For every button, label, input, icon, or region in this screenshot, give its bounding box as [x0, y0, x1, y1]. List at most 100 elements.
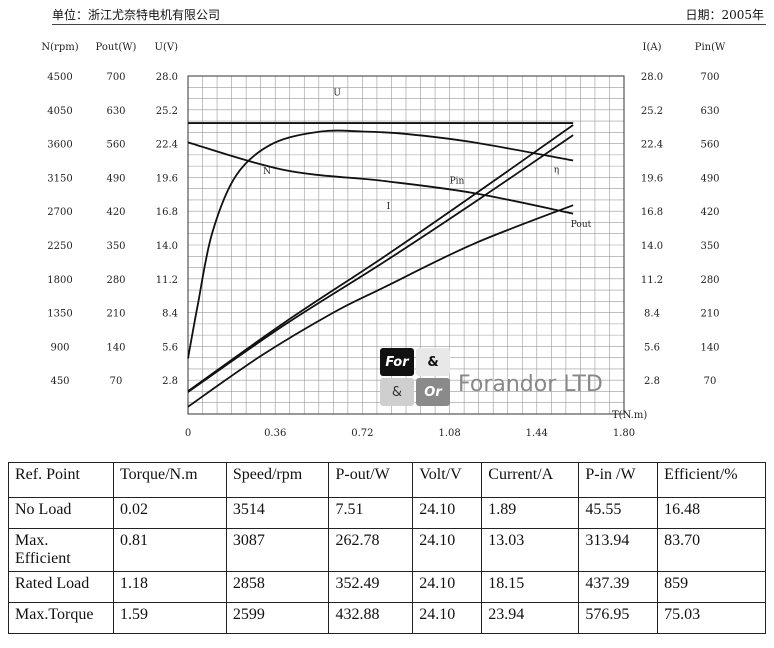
right-tick-label: 14.0: [641, 241, 663, 252]
left-tick-label: 210: [106, 309, 125, 320]
left-tick-label: 70: [110, 376, 123, 387]
col-header-speed: Speed/rpm: [225, 462, 330, 498]
right-tick-label: 8.4: [644, 309, 660, 320]
table-cell: 352.49: [328, 571, 414, 603]
left-axis-header: N(rpm): [41, 42, 78, 53]
curve-label: U: [333, 88, 341, 98]
chart-curve-labels: U N Pin Iη Pout: [263, 88, 592, 230]
performance-table: Ref. Point Torque/N.m Speed/rpm P-out/W …: [8, 462, 766, 634]
left-tick-label: 3600: [47, 140, 72, 151]
table-row: Rated Load 1.18 2858 352.49 24.10 18.15 437.39…: [8, 571, 766, 603]
left-tick-label: 2250: [47, 241, 72, 252]
left-tick-label: 5.6: [162, 342, 178, 353]
col-header-p-in: P-in /W: [578, 462, 659, 498]
curve-label: I: [387, 202, 391, 212]
right-tick-label: 420: [700, 207, 719, 218]
curve-label: N: [263, 167, 271, 177]
left-tick-label: 2700: [47, 207, 72, 218]
left-tick-label: 630: [106, 106, 125, 117]
table-cell: 3514: [225, 497, 330, 529]
col-header-volt: Volt/V: [412, 462, 483, 498]
left-tick-label: 19.6: [156, 173, 178, 184]
logo-cell-for: For: [380, 348, 414, 376]
table-row: Max. Efficient 0.81 3087 262.78 24.10 13.03 31…: [8, 528, 766, 572]
table-cell: 437.39: [578, 571, 659, 603]
table-cell: 432.88: [328, 602, 414, 634]
left-tick-label: 25.2: [156, 106, 178, 117]
left-tick-label: 28.0: [156, 72, 178, 83]
right-tick-label: 140: [700, 342, 719, 353]
logo-brand-text: Forandor LTD: [458, 372, 603, 397]
right-tick-label: 22.4: [641, 140, 663, 151]
date-label: 日期：2005年: [685, 8, 764, 22]
header-divider: [52, 24, 766, 25]
left-tick-label: 11.2: [156, 275, 178, 286]
right-tick-label: 280: [700, 275, 719, 286]
chart-grid: [187, 75, 625, 415]
right-tick-label: 630: [700, 106, 719, 117]
table-cell: 18.15: [481, 571, 580, 603]
left-tick-label: 4050: [47, 106, 72, 117]
right-tick-label: 19.6: [641, 173, 663, 184]
chart-series: [187, 122, 574, 408]
right-tick-label: 490: [700, 173, 719, 184]
right-tick-label: 700: [700, 72, 719, 83]
series-line-: [187, 129, 574, 359]
table-cell: 45.55: [578, 497, 659, 529]
curve-label: η: [554, 166, 559, 176]
logo-cell-or: Or: [416, 378, 450, 406]
right-tick-label: 25.2: [641, 106, 663, 117]
table-cell: 262.78: [328, 528, 414, 572]
left-tick-label: 14.0: [156, 241, 178, 252]
table-cell: 0.02: [113, 497, 227, 529]
right-tick-label: 2.8: [644, 376, 660, 387]
table-header-row: Ref. Point Torque/N.m Speed/rpm P-out/W …: [8, 462, 766, 498]
plot-frame: [187, 75, 625, 415]
table-cell: Max. Efficient: [8, 528, 114, 572]
table-row: No Load 0.02 3514 7.51 24.10 1.89 45.55 16.48: [8, 497, 766, 529]
left-axis-header: Pout(W): [96, 42, 137, 53]
table-cell: 24.10: [412, 602, 483, 634]
table-cell: 75.03: [657, 602, 766, 634]
performance-chart: 0 0.36 0.72 1.08 1.44 1.80 T(N.m) N(rpm) 4500 405…: [41, 42, 726, 439]
table-cell: 13.03: [481, 528, 580, 572]
left-tick-label: 22.4: [156, 140, 178, 151]
curve-label: Pout: [571, 220, 592, 230]
left-tick-label: 280: [106, 275, 125, 286]
right-tick-label: 560: [700, 140, 719, 151]
curve-label: Pin: [450, 176, 465, 186]
x-tick-label: 0.72: [351, 428, 373, 439]
col-header-torque: Torque/N.m: [113, 462, 227, 498]
x-tick-label: 1.44: [526, 428, 548, 439]
left-tick-label: 450: [50, 376, 69, 387]
chart-axes: 0 0.36 0.72 1.08 1.44 1.80 T(N.m) N(rpm) 4500 405…: [41, 42, 726, 439]
left-tick-label: 420: [106, 207, 125, 218]
left-tick-label: 560: [106, 140, 125, 151]
left-tick-label: 490: [106, 173, 125, 184]
table-cell: Max.Torque: [8, 602, 114, 634]
table-cell: No Load: [8, 497, 114, 529]
series-line-pin: [187, 134, 574, 393]
table-cell: 859: [657, 571, 766, 603]
table-cell: 576.95: [578, 602, 659, 634]
col-header-current: Current/A: [481, 462, 580, 498]
left-tick-label: 1800: [47, 275, 72, 286]
series-line-pout: [187, 204, 574, 408]
right-tick-label: 350: [700, 241, 719, 252]
left-tick-label: 140: [106, 342, 125, 353]
table-cell: 3087: [225, 528, 330, 572]
left-tick-label: 16.8: [156, 207, 178, 218]
left-tick-label: 8.4: [162, 309, 178, 320]
left-tick-label: 2.8: [162, 376, 178, 387]
right-tick-label: 11.2: [641, 275, 663, 286]
table-cell: 7.51: [328, 497, 414, 529]
table-row: Max.Torque 1.59 2599 432.88 24.10 23.94 576.95…: [8, 602, 766, 634]
table-cell: 24.10: [412, 497, 483, 529]
table-cell: 1.59: [113, 602, 227, 634]
table-cell: 24.10: [412, 571, 483, 603]
table-cell: 23.94: [481, 602, 580, 634]
right-tick-label: 70: [704, 376, 717, 387]
x-tick-label: 1.08: [438, 428, 460, 439]
col-header-ref-point: Ref. Point: [8, 462, 114, 498]
table-cell: 24.10: [412, 528, 483, 572]
